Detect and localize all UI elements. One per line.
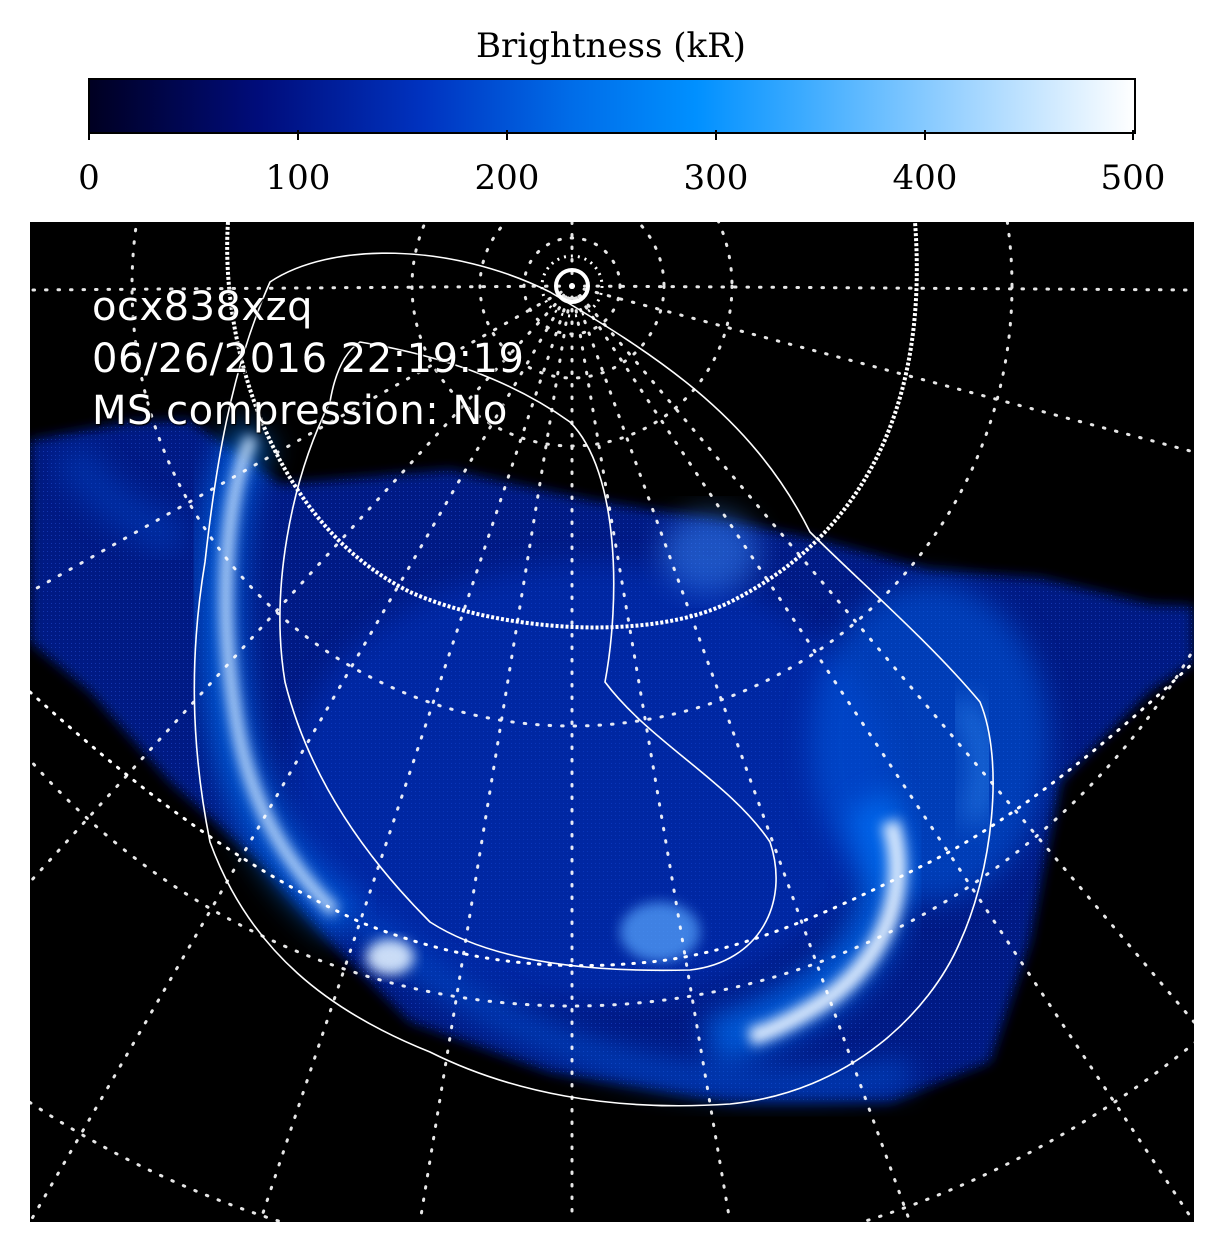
colorbar-tick-label: 400: [892, 158, 958, 198]
colorbar-tick-label: 200: [474, 158, 540, 198]
colorbar-tick: [1132, 130, 1134, 140]
colorbar-tick: [88, 130, 90, 140]
colorbar-tick-label: 100: [265, 158, 331, 198]
timestamp-label: 06/26/2016 22:19:19: [92, 336, 525, 382]
emission-region: [30, 420, 1194, 1102]
image-id-label: ocx838xzq: [92, 284, 314, 330]
colorbar-tick-label: 0: [78, 158, 100, 198]
colorbar-tick-label: 500: [1100, 158, 1166, 198]
coordinate-grid: [30, 222, 1194, 1222]
colorbar: [88, 78, 1136, 134]
colorbar-tick: [506, 130, 508, 140]
limb-circle: [225, 222, 919, 630]
compression-label: MS compression: No: [92, 388, 508, 434]
auroral-arcs: [52, 418, 995, 1098]
colorbar-tick: [924, 130, 926, 140]
colorbar-tick: [297, 130, 299, 140]
colorbar-tick: [715, 130, 717, 140]
reference-ovals: [193, 252, 994, 1107]
colorbar-tick-label: 300: [683, 158, 749, 198]
aurora-image-panel: ocx838xzq 06/26/2016 22:19:19 MS compres…: [30, 222, 1194, 1222]
aurora-image: [30, 222, 1194, 1222]
latitude-arc: [30, 660, 1194, 968]
colorbar-title: Brightness (kR): [476, 26, 746, 66]
